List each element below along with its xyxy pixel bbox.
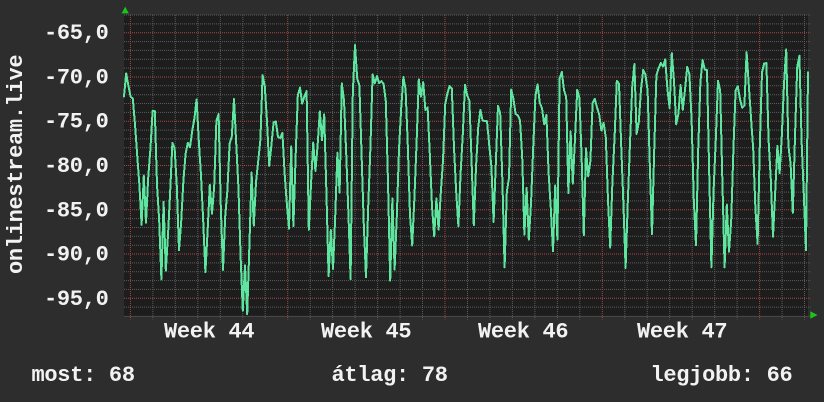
svg-text:legjobb: 66: legjobb: 66: [651, 363, 793, 388]
svg-text:-95,0: -95,0: [44, 287, 109, 312]
svg-text:átlag: 78: átlag: 78: [332, 363, 448, 388]
svg-text:-75,0: -75,0: [44, 110, 109, 135]
svg-text:Week 47: Week 47: [637, 320, 727, 345]
svg-text:-80,0: -80,0: [44, 154, 109, 179]
svg-text:-85,0: -85,0: [44, 198, 109, 223]
svg-text:Week 45: Week 45: [321, 320, 411, 345]
svg-text:-70,0: -70,0: [44, 66, 109, 91]
svg-text:onlinestream.live: onlinestream.live: [4, 55, 29, 274]
svg-text:Week 46: Week 46: [478, 320, 568, 345]
svg-text:Week 44: Week 44: [164, 320, 254, 345]
svg-text:most: 68: most: 68: [32, 363, 135, 388]
svg-text:-90,0: -90,0: [44, 243, 109, 268]
svg-text:-65,0: -65,0: [44, 21, 109, 46]
